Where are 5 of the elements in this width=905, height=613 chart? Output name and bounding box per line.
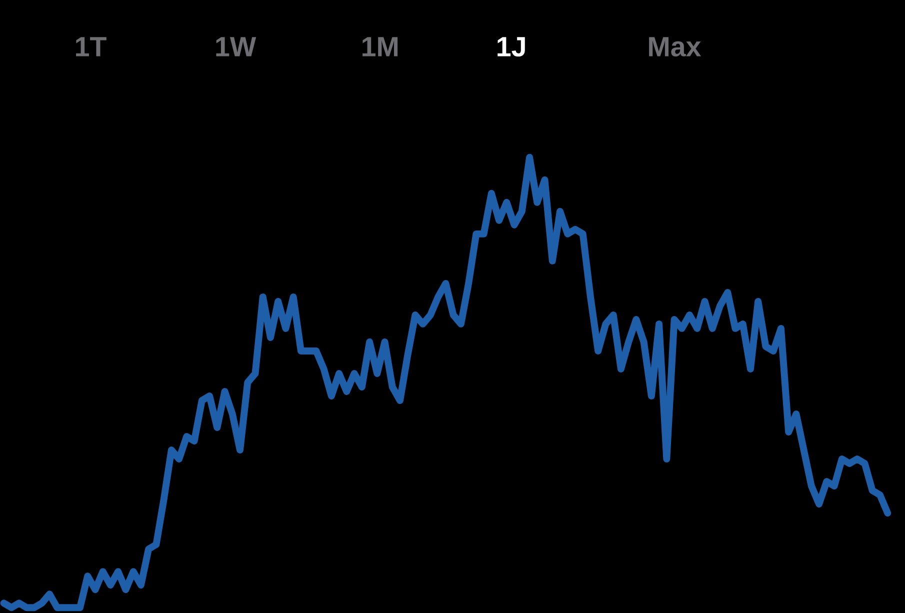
text: 1M — [362, 37, 398, 56]
text: 1W — [216, 37, 256, 56]
text: Max — [649, 37, 702, 56]
text: 1T — [76, 37, 106, 56]
text: 1J — [498, 37, 525, 56]
